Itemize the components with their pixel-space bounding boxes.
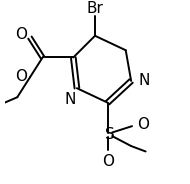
Text: O: O [137,117,149,132]
Text: O: O [15,69,27,84]
Text: N: N [138,73,150,89]
Text: O: O [15,27,27,42]
Text: S: S [105,127,114,142]
Text: O: O [102,154,114,169]
Text: Br: Br [87,1,103,16]
Text: N: N [64,92,75,107]
